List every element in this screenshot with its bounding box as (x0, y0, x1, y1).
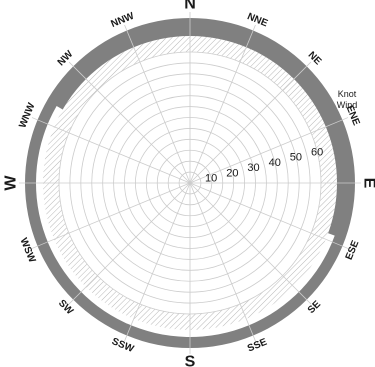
grid-spoke (31, 182, 191, 249)
direction-label-wsw: WSW (17, 236, 37, 264)
speed-tick-label: 60 (311, 146, 323, 158)
direction-label-nnw: NNW (110, 11, 137, 31)
speed-tick-label: 50 (290, 152, 302, 164)
grid-spoke (189, 182, 349, 249)
grid-spoke (68, 182, 191, 305)
speed-tick-label: 10 (205, 173, 217, 185)
grid-spoke (189, 24, 256, 184)
direction-label-wnw: WNW (17, 101, 37, 130)
grid-spoke (124, 24, 191, 184)
grid-spoke (124, 182, 191, 342)
unit-label-line: Knot (338, 89, 357, 99)
speed-tick-label: 40 (269, 157, 281, 169)
grid-spoke (68, 61, 191, 184)
grid-spoke (189, 182, 312, 305)
polar-grid (19, 12, 361, 354)
direction-label-n: N (184, 0, 196, 13)
grid-spoke (189, 182, 256, 342)
direction-label-ssw: SSW (110, 336, 136, 355)
grid-spoke (31, 117, 191, 184)
direction-label-w: W (3, 175, 20, 191)
direction-label-ese: ESE (344, 239, 362, 262)
grid-spoke (189, 61, 312, 184)
direction-label-nne: NNE (245, 11, 269, 29)
unit-label-line: Wind (337, 100, 358, 110)
direction-label-s: S (185, 354, 196, 367)
speed-scale: 10 20 30 40 50 60 (205, 146, 323, 184)
speed-tick-label: 30 (247, 162, 259, 174)
direction-label-sse: SSE (246, 337, 269, 355)
direction-label-e: E (361, 178, 375, 189)
grid-spoke (189, 117, 349, 184)
speed-tick-label: 20 (226, 167, 238, 179)
